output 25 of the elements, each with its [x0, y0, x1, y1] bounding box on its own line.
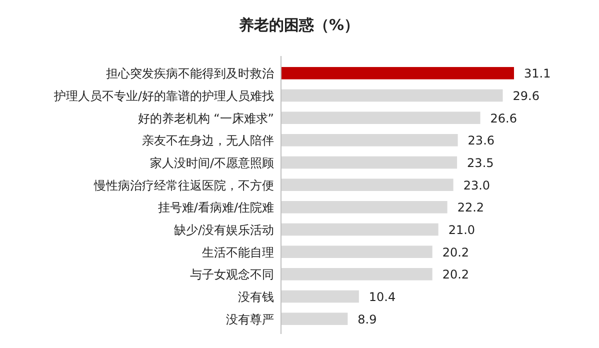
value-label: 10.4: [368, 290, 396, 304]
value-label: 22.2: [457, 200, 484, 215]
value-label: 8.9: [358, 312, 377, 326]
title: 养老的困惑（%）: [238, 16, 360, 34]
value-label: 26.6: [490, 111, 517, 126]
value-label: 20.2: [442, 268, 470, 282]
value-label: 20.2: [442, 245, 470, 260]
category-label: 护理人员不专业/好的靠谱的护理人员难找: [54, 89, 274, 103]
category-label: 与子女观念不同: [190, 268, 274, 282]
category-label: 没有钱: [238, 290, 274, 304]
category-label: 慢性病治疗经常往返医院，不方便: [94, 178, 274, 192]
category-label: 缺少/没有娱乐活动: [174, 223, 274, 237]
category-label: 生活不能自理: [202, 245, 274, 260]
value-label: 23.6: [468, 134, 495, 148]
value-label: 23.5: [467, 156, 494, 170]
category-label: 没有尊严: [226, 312, 274, 326]
category-label: 好的养老机构 “一床难求”: [138, 111, 274, 126]
value-label: 31.1: [524, 66, 551, 81]
value-label: 21.0: [448, 223, 476, 237]
category-label: 亲友不在身边，无人陪伴: [142, 134, 274, 148]
category-label: 挂号难/看病难/住院难: [158, 200, 274, 215]
value-label: 29.6: [512, 89, 540, 103]
category-label: 担心突发疾病不能得到及时救治: [106, 66, 274, 81]
category-label: 家人没时间/不愿意照顾: [150, 156, 274, 170]
value-label: 23.0: [463, 178, 490, 192]
